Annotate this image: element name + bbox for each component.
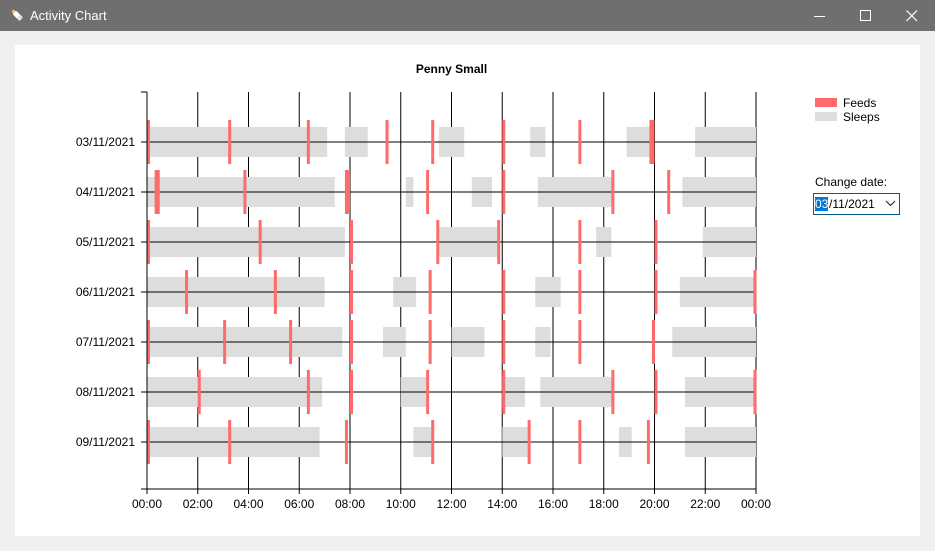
feed-bar <box>344 170 350 214</box>
feed-bar <box>497 220 501 264</box>
date-rest-text: /11/2021 <box>829 197 875 211</box>
close-icon <box>906 10 918 22</box>
x-tick-label: 10:00 <box>386 497 416 511</box>
feed-bar <box>228 120 232 164</box>
chart-panel: Penny Small 03/11/2021 04/11/2021 05/11/202… <box>15 45 920 536</box>
minimize-icon <box>814 16 825 17</box>
title-bar[interactable]: Activity Chart <box>0 0 935 31</box>
legend-swatch-sleeps <box>815 112 837 121</box>
feed-bar <box>436 220 440 264</box>
x-tick-label: 06:00 <box>284 497 314 511</box>
feed-bar <box>147 120 150 164</box>
x-tick-label: 14:00 <box>487 497 517 511</box>
feed-bar <box>649 120 655 164</box>
feed-bar <box>243 170 247 214</box>
feed-bar <box>258 220 262 264</box>
maximize-button[interactable] <box>843 0 889 31</box>
feed-bar <box>578 120 582 164</box>
feed-bar <box>431 120 435 164</box>
feed-bar <box>306 120 310 164</box>
feed-bar <box>578 220 582 264</box>
maximize-icon <box>860 10 871 21</box>
close-button[interactable] <box>889 0 935 31</box>
feed-bar <box>611 370 615 414</box>
legend-label-sleeps: Sleeps <box>843 110 880 124</box>
date-picker[interactable]: 03 /11/2021 <box>813 193 900 215</box>
y-tick-label: 08/11/2021 <box>76 385 135 399</box>
feed-bar <box>431 420 435 464</box>
feed-bar <box>223 320 227 364</box>
feed-bar <box>185 270 189 314</box>
y-tick-label: 07/11/2021 <box>76 335 135 349</box>
feed-bar <box>654 370 658 414</box>
change-date-label: Change date: <box>815 175 888 189</box>
chevron-down-icon[interactable] <box>885 199 896 207</box>
feed-bar <box>426 370 430 414</box>
feed-bar <box>578 420 582 464</box>
baby-bottle-icon <box>10 8 24 22</box>
x-tick-label: 00:00 <box>741 497 771 511</box>
activity-chart: Penny Small 03/11/2021 04/11/2021 05/11/202… <box>76 62 772 511</box>
feed-bar <box>502 270 506 314</box>
feed-bar <box>426 170 430 214</box>
feed-bar <box>289 320 293 364</box>
feed-bar <box>197 370 201 414</box>
x-tick-label: 00:00 <box>132 497 162 511</box>
feed-bar <box>502 120 506 164</box>
feed-bar <box>654 220 658 264</box>
feed-bar <box>753 370 757 414</box>
y-tick-label: 04/11/2021 <box>76 185 135 199</box>
feed-bar <box>578 320 582 364</box>
feed-bar <box>228 420 232 464</box>
minimize-button[interactable] <box>797 0 843 31</box>
feed-bar <box>306 370 310 414</box>
feed-bar <box>350 320 353 364</box>
x-tick-label: 02:00 <box>183 497 213 511</box>
feed-bar <box>147 420 150 464</box>
y-tick-label: 03/11/2021 <box>76 135 135 149</box>
feed-bar <box>350 370 353 414</box>
x-tick-label: 08:00 <box>335 497 365 511</box>
feed-bar <box>273 270 277 314</box>
feed-bar <box>611 170 615 214</box>
x-tick-label: 16:00 <box>538 497 568 511</box>
feed-bar <box>350 220 353 264</box>
feed-bar <box>578 270 582 314</box>
feed-bar <box>428 270 432 314</box>
feed-bar <box>502 320 506 364</box>
legend-swatch-feeds <box>815 98 837 107</box>
feed-bar <box>344 420 348 464</box>
feed-bar <box>654 270 658 314</box>
y-tick-label: 05/11/2021 <box>76 235 135 249</box>
feed-bar <box>385 120 389 164</box>
feed-bar <box>667 170 671 214</box>
chart-title: Penny Small <box>416 62 487 76</box>
feed-bar <box>527 420 531 464</box>
feed-bar <box>350 270 353 314</box>
feed-bar <box>147 220 150 264</box>
feed-bar <box>646 420 650 464</box>
legend-label-feeds: Feeds <box>843 96 877 110</box>
window-title: Activity Chart <box>30 8 107 23</box>
feed-bar <box>651 320 655 364</box>
y-tick-label: 06/11/2021 <box>76 285 135 299</box>
x-tick-label: 04:00 <box>233 497 263 511</box>
date-day-segment[interactable]: 03 <box>815 197 829 211</box>
feed-bar <box>428 320 432 364</box>
x-tick-label: 22:00 <box>690 497 720 511</box>
feed-bar <box>753 270 757 314</box>
feed-bar <box>147 320 150 364</box>
feed-bar <box>154 170 160 214</box>
x-tick-label: 18:00 <box>589 497 619 511</box>
feed-bar <box>502 370 506 414</box>
feed-bar <box>502 170 506 214</box>
x-tick-label: 20:00 <box>639 497 669 511</box>
x-tick-label: 12:00 <box>436 497 466 511</box>
y-tick-label: 09/11/2021 <box>76 435 135 449</box>
